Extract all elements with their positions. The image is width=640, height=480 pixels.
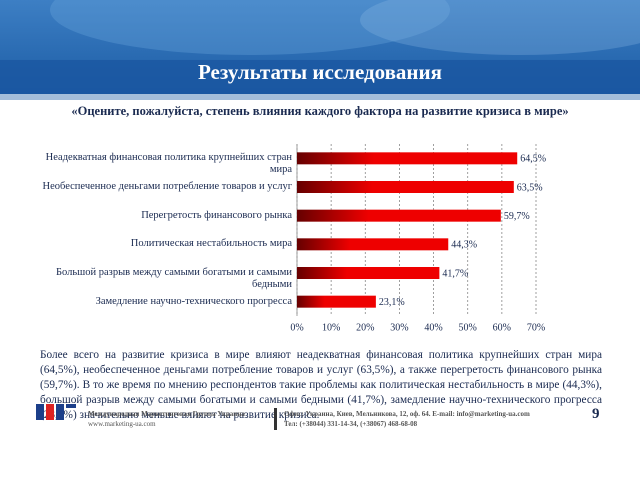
bar <box>297 238 449 251</box>
footer-divider <box>274 408 277 430</box>
logo-part <box>36 404 44 420</box>
title-band <box>0 60 640 94</box>
bar <box>297 152 518 165</box>
bar <box>297 209 501 222</box>
header-banner <box>0 0 640 100</box>
footer-company: Международная Маркетинговая Группа Украи… <box>88 410 245 418</box>
page-number: 9 <box>592 406 600 422</box>
chart-title: «Оцените, пожалуйста, степень влияния ка… <box>71 104 569 118</box>
globe-shape <box>50 0 450 55</box>
x-tick-label: 40% <box>424 322 442 333</box>
category-label: Большой разрыв между самыми богатыми и с… <box>56 267 292 290</box>
chart: 0% 10% 20% 30% 40% 50% 60% 70% 64,5% 63,5% 59,7% 44… <box>290 144 546 333</box>
x-tick-label: 10% <box>322 322 340 333</box>
value-label: 63,5% <box>517 182 543 193</box>
footer-website: www.marketing-ua.com <box>88 420 156 428</box>
banner-art <box>0 0 640 100</box>
bar <box>297 295 376 308</box>
category-label: Необеспеченное деньгами потребление това… <box>42 181 292 192</box>
x-tick-label: 20% <box>356 322 374 333</box>
footer-office: Офис: Украина, Киев, Мельникова, 12, оф.… <box>284 410 530 418</box>
logo-part <box>46 404 54 420</box>
x-tick-label: 60% <box>493 322 511 333</box>
value-label: 41,7% <box>442 268 468 279</box>
x-tick-label: 50% <box>459 322 477 333</box>
value-label: 64,5% <box>520 154 546 165</box>
x-tick-label: 70% <box>527 322 545 333</box>
slide-title: Результаты исследования <box>198 60 442 84</box>
x-tick-label: 30% <box>390 322 408 333</box>
bar <box>297 267 440 279</box>
category-label: Перегретость финансового рынка <box>141 209 292 221</box>
category-label: Замедление научно-технического прогресса <box>95 295 292 307</box>
logo-part <box>66 404 76 408</box>
value-label: 44,3% <box>451 240 477 251</box>
body-text: Более всего на развитие кризиса в мире в… <box>40 349 602 421</box>
logo <box>36 404 76 420</box>
banner-edge <box>0 94 640 100</box>
bar <box>297 181 514 193</box>
category-label: Политическая нестабильность мира <box>130 238 292 250</box>
globe-shape <box>360 0 640 55</box>
value-label: 23,1% <box>379 297 405 308</box>
footer-phone: Тел: (+38044) 331-14-34, (+38067) 468-68… <box>284 420 418 428</box>
x-tick-label: 0% <box>290 322 303 333</box>
value-label: 59,7% <box>504 211 530 222</box>
logo-part <box>56 404 64 420</box>
category-label: Неадекватная финансовая политика крупней… <box>45 152 292 176</box>
